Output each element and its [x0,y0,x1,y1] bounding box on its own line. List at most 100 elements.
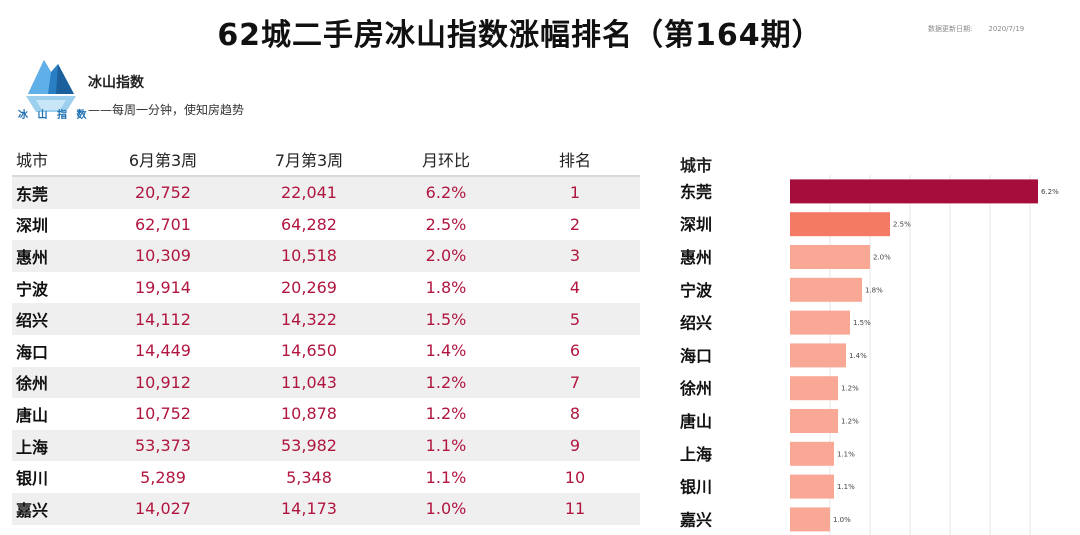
update-label: 数据更新日期: [928,25,973,33]
mom-change-cell: 1.8% [425,278,467,298]
rank-cell: 6 [569,341,581,361]
table-row: 深圳 62,701 64,282 2.5% 2 [12,209,640,241]
july-price-cell: 11,043 [236,366,382,399]
bar-category-label: 绍兴 [680,314,712,333]
bar [790,245,870,269]
city-cell: 嘉兴 [12,492,90,525]
chart-city-header: 城市 [680,156,713,175]
july-price-cell: 5,348 [286,467,332,487]
city-cell: 深圳 [16,216,49,236]
page-title: 62城二手房冰山指数涨幅排名（第164期） [217,18,823,53]
update-date: 2020/7/19 [988,25,1025,33]
bar-category-label: 上海 [680,445,712,464]
table-row: 东莞 20,752 22,041 6.2% 1 [12,176,640,209]
header-mom-change: 月环比 [382,143,510,177]
brand-name: 冰山指数 [88,75,144,91]
july-price-cell: 14,322 [236,303,382,335]
mom-change-cell: 1.1% [382,429,510,462]
city-cell: 唐山 [16,405,49,425]
rank-cell: 7 [510,366,640,399]
city-cell: 上海 [12,429,90,462]
header-rank: 排名 [510,143,640,177]
rank-cell: 10 [564,467,586,487]
rank-cell: 1 [510,176,640,209]
rank-cell: 8 [569,404,581,424]
table-row: 海口 14,449 14,650 1.4% 6 [12,335,640,367]
bar-value-label: 2.5% [893,221,911,229]
mom-change-cell: 6.2% [382,176,510,209]
bar-value-label: 1.1% [837,483,855,491]
rank-cell: 11 [510,492,640,525]
header-june-week3: 6月第3周 [90,143,236,177]
bar-value-label: 1.5% [853,319,871,327]
bar [790,277,862,302]
logo-text: 冰 山 指 数 [18,110,90,121]
header-july-week3: 7月第3周 [236,143,382,177]
mom-change-cell: 1.1% [425,467,467,487]
city-cell: 海口 [16,342,49,362]
june-price-cell: 10,912 [90,366,236,399]
june-price-cell: 14,027 [90,492,236,525]
mom-change-cell: 1.2% [382,366,510,399]
bar-category-label: 唐山 [680,412,712,431]
bar-value-label: 1.1% [837,450,855,458]
table-row: 银川 5,289 5,348 1.1% 10 [12,461,640,493]
table-header-row: 城市 6月第3周 7月第3周 月环比 排名 [12,143,640,177]
table-row: 唐山 10,752 10,878 1.2% 8 [12,398,640,430]
july-price-cell: 53,982 [236,429,382,462]
city-cell: 东莞 [12,176,90,209]
july-price-cell: 20,269 [281,278,337,298]
mom-change-cell: 1.4% [425,341,467,361]
bar [790,310,850,335]
mom-change-cell: 1.2% [425,404,467,424]
bar [790,474,834,499]
bar-value-label: 1.8% [865,286,883,294]
july-price-cell: 10,518 [236,240,382,272]
june-price-cell: 10,309 [90,240,236,272]
bar-value-label: 1.4% [849,352,867,360]
bar-category-label: 深圳 [680,215,712,234]
july-price-cell: 14,173 [236,492,382,525]
bar-chart: 东莞 6.2% 深圳 2.5% 惠州 2.0% 宁波 1.8% 绍兴 1.5% 海口 1.4% 徐州 1.… [679,175,1059,535]
mom-change-cell: 2.5% [425,214,467,234]
update-info: 数据更新日期: 2020/7/19 [928,24,1040,34]
bar-category-label: 宁波 [680,281,713,300]
june-price-cell: 20,752 [90,176,236,209]
bar-value-label: 2.0% [873,254,891,262]
table-row: 宁波 19,914 20,269 1.8% 4 [12,272,640,304]
bar-value-label: 6.2% [1041,188,1059,196]
bar-category-label: 嘉兴 [679,510,712,529]
bar-value-label: 1.2% [841,418,859,426]
june-price-cell: 19,914 [135,278,191,298]
city-cell: 宁波 [16,279,49,299]
bar [790,507,830,532]
bar [790,376,838,401]
bar-category-label: 徐州 [679,379,712,398]
table-row: 嘉兴 14,027 14,173 1.0% 11 [12,492,640,525]
mom-change-cell: 2.0% [382,240,510,272]
table-row: 徐州 10,912 11,043 1.2% 7 [12,366,640,399]
bar [790,179,1038,204]
table-row: 上海 53,373 53,982 1.1% 9 [12,429,640,462]
table-row: 绍兴 14,112 14,322 1.5% 5 [12,303,640,335]
city-cell: 银川 [16,469,49,489]
iceberg-logo-icon [26,60,76,112]
bar [790,441,834,466]
brand-slogan: ——每周一分钟，使知房趋势 [88,103,245,117]
bar-value-label: 1.0% [833,516,851,524]
june-price-cell: 10,752 [135,404,191,424]
bar-category-label: 惠州 [680,248,712,267]
june-price-cell: 62,701 [135,214,191,234]
ranking-table: 城市 6月第3周 7月第3周 月环比 排名 东莞 20,752 22,041 6… [12,143,640,525]
bar-category-label: 东莞 [680,182,712,201]
july-price-cell: 64,282 [281,214,337,234]
mom-change-cell: 1.5% [382,303,510,335]
rank-cell: 5 [510,303,640,335]
june-price-cell: 14,449 [135,341,191,361]
bar [790,409,838,433]
july-price-cell: 10,878 [281,404,337,424]
bar [790,212,890,237]
header-city: 城市 [12,143,90,177]
july-price-cell: 22,041 [236,176,382,209]
july-price-cell: 14,650 [281,341,337,361]
